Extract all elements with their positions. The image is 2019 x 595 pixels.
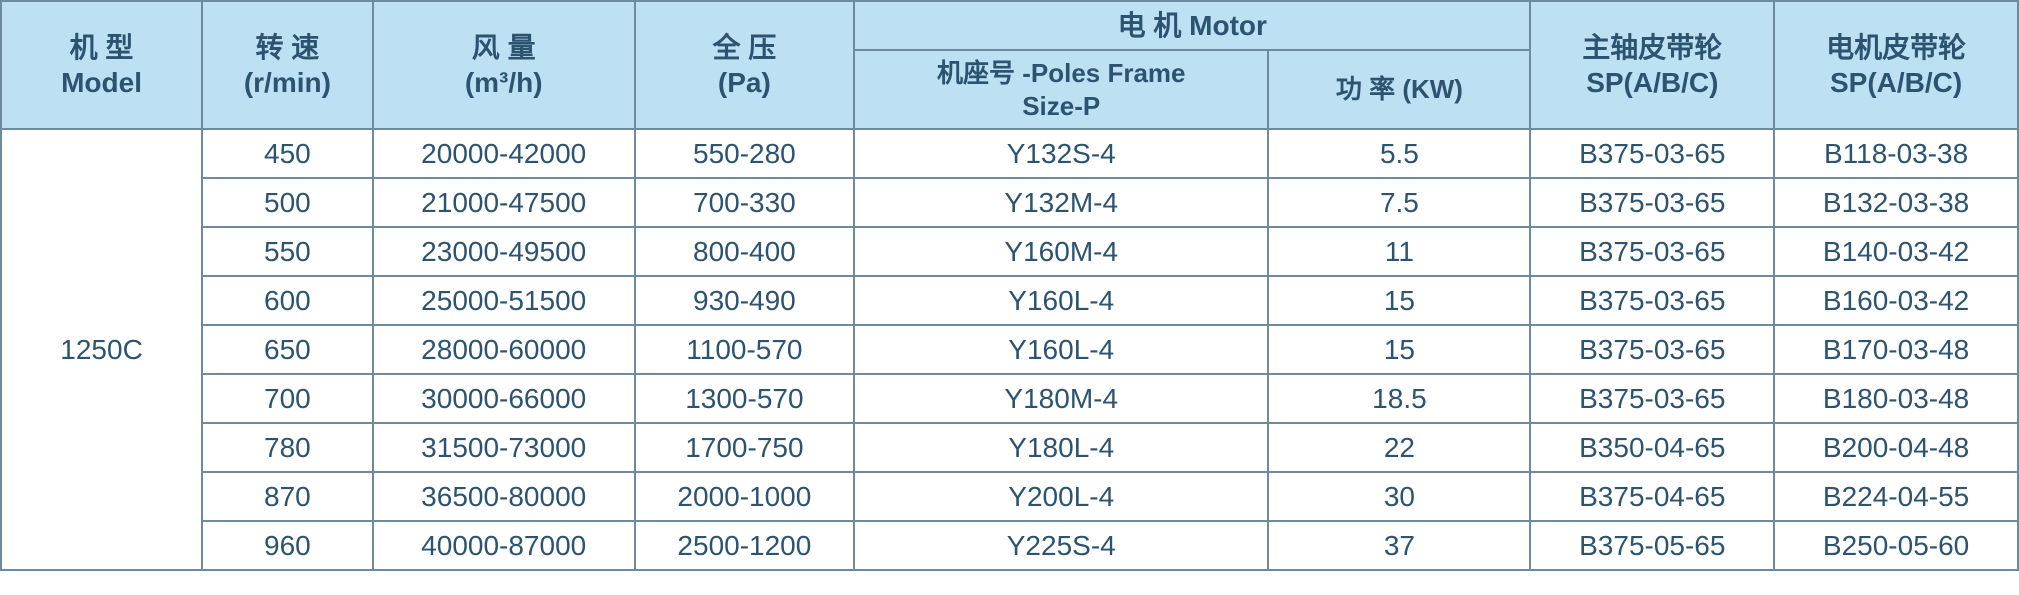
cell-sp-main: B375-03-65 <box>1530 129 1774 178</box>
cell-power: 7.5 <box>1268 178 1530 227</box>
table-row: 60025000-51500930-490Y160L-415B375-03-65… <box>1 276 2018 325</box>
hdr-speed-l1: 转 速 <box>255 32 319 63</box>
cell-sp-motor: B140-03-42 <box>1774 227 2018 276</box>
hdr-sp-motor-l1: 电机皮带轮 <box>1826 32 1966 63</box>
cell-speed: 780 <box>202 423 373 472</box>
hdr-model-l2: Model <box>61 67 142 98</box>
cell-speed: 700 <box>202 374 373 423</box>
cell-power: 5.5 <box>1268 129 1530 178</box>
cell-power: 15 <box>1268 276 1530 325</box>
cell-frame: Y160L-4 <box>854 276 1268 325</box>
table-row: 70030000-660001300-570Y180M-418.5B375-03… <box>1 374 2018 423</box>
hdr-air-l2: (m³/h) <box>465 67 543 98</box>
cell-air: 28000-60000 <box>373 325 635 374</box>
cell-model: 1250C <box>1 129 202 570</box>
cell-press: 800-400 <box>635 227 854 276</box>
cell-press: 2500-1200 <box>635 521 854 570</box>
cell-speed: 870 <box>202 472 373 521</box>
table-row: 78031500-730001700-750Y180L-422B350-04-6… <box>1 423 2018 472</box>
cell-air: 40000-87000 <box>373 521 635 570</box>
cell-air: 30000-66000 <box>373 374 635 423</box>
hdr-air: 风 量 (m³/h) <box>373 1 635 129</box>
cell-frame: Y180L-4 <box>854 423 1268 472</box>
hdr-sp-main-l1: 主轴皮带轮 <box>1582 32 1722 63</box>
hdr-sp-main-l2: SP(A/B/C) <box>1586 67 1718 98</box>
cell-frame: Y180M-4 <box>854 374 1268 423</box>
cell-air: 36500-80000 <box>373 472 635 521</box>
cell-sp-motor: B250-05-60 <box>1774 521 2018 570</box>
cell-air: 21000-47500 <box>373 178 635 227</box>
cell-sp-main: B375-05-65 <box>1530 521 1774 570</box>
cell-power: 11 <box>1268 227 1530 276</box>
hdr-speed-l2: (r/min) <box>244 67 331 98</box>
cell-power: 30 <box>1268 472 1530 521</box>
hdr-frame: 机座号 -Poles Frame Size-P <box>854 50 1268 129</box>
table-header: 机 型 Model 转 速 (r/min) 风 量 (m³/h) 全 压 (Pa… <box>1 1 2018 129</box>
hdr-sp-motor: 电机皮带轮 SP(A/B/C) <box>1774 1 2018 129</box>
hdr-model-l1: 机 型 <box>70 32 134 63</box>
cell-press: 550-280 <box>635 129 854 178</box>
cell-frame: Y160L-4 <box>854 325 1268 374</box>
table-row: 1250C45020000-42000550-280Y132S-45.5B375… <box>1 129 2018 178</box>
cell-sp-main: B375-03-65 <box>1530 374 1774 423</box>
cell-press: 2000-1000 <box>635 472 854 521</box>
cell-sp-main: B375-03-65 <box>1530 227 1774 276</box>
cell-speed: 500 <box>202 178 373 227</box>
cell-air: 25000-51500 <box>373 276 635 325</box>
cell-press: 700-330 <box>635 178 854 227</box>
cell-frame: Y132M-4 <box>854 178 1268 227</box>
hdr-frame-l2: Size-P <box>1022 91 1100 121</box>
table-body: 1250C45020000-42000550-280Y132S-45.5B375… <box>1 129 2018 570</box>
cell-sp-main: B375-03-65 <box>1530 276 1774 325</box>
cell-frame: Y160M-4 <box>854 227 1268 276</box>
cell-speed: 600 <box>202 276 373 325</box>
cell-sp-main: B375-03-65 <box>1530 325 1774 374</box>
cell-speed: 650 <box>202 325 373 374</box>
cell-sp-motor: B200-04-48 <box>1774 423 2018 472</box>
table-row: 87036500-800002000-1000Y200L-430B375-04-… <box>1 472 2018 521</box>
hdr-frame-l1: 机座号 -Poles Frame <box>937 58 1186 88</box>
hdr-sp-main: 主轴皮带轮 SP(A/B/C) <box>1530 1 1774 129</box>
cell-frame: Y200L-4 <box>854 472 1268 521</box>
cell-press: 930-490 <box>635 276 854 325</box>
cell-sp-motor: B132-03-38 <box>1774 178 2018 227</box>
hdr-sp-motor-l2: SP(A/B/C) <box>1830 67 1962 98</box>
hdr-press-l2: (Pa) <box>718 67 771 98</box>
cell-air: 20000-42000 <box>373 129 635 178</box>
hdr-press: 全 压 (Pa) <box>635 1 854 129</box>
cell-air: 31500-73000 <box>373 423 635 472</box>
table-row: 65028000-600001100-570Y160L-415B375-03-6… <box>1 325 2018 374</box>
cell-speed: 960 <box>202 521 373 570</box>
cell-sp-motor: B118-03-38 <box>1774 129 2018 178</box>
cell-air: 23000-49500 <box>373 227 635 276</box>
cell-press: 1100-570 <box>635 325 854 374</box>
table-row: 96040000-870002500-1200Y225S-437B375-05-… <box>1 521 2018 570</box>
cell-sp-motor: B160-03-42 <box>1774 276 2018 325</box>
hdr-power: 功 率 (KW) <box>1268 50 1530 129</box>
hdr-speed: 转 速 (r/min) <box>202 1 373 129</box>
cell-sp-main: B350-04-65 <box>1530 423 1774 472</box>
cell-speed: 450 <box>202 129 373 178</box>
cell-frame: Y132S-4 <box>854 129 1268 178</box>
cell-sp-main: B375-03-65 <box>1530 178 1774 227</box>
cell-sp-motor: B180-03-48 <box>1774 374 2018 423</box>
hdr-press-l1: 全 压 <box>712 32 776 63</box>
cell-frame: Y225S-4 <box>854 521 1268 570</box>
hdr-model: 机 型 Model <box>1 1 202 129</box>
cell-press: 1700-750 <box>635 423 854 472</box>
cell-power: 22 <box>1268 423 1530 472</box>
table-row: 50021000-47500700-330Y132M-47.5B375-03-6… <box>1 178 2018 227</box>
cell-press: 1300-570 <box>635 374 854 423</box>
hdr-motor-group: 电 机 Motor <box>854 1 1530 50</box>
cell-power: 15 <box>1268 325 1530 374</box>
cell-sp-main: B375-04-65 <box>1530 472 1774 521</box>
table-row: 55023000-49500800-400Y160M-411B375-03-65… <box>1 227 2018 276</box>
spec-table: 机 型 Model 转 速 (r/min) 风 量 (m³/h) 全 压 (Pa… <box>0 0 2019 571</box>
cell-power: 18.5 <box>1268 374 1530 423</box>
hdr-air-l1: 风 量 <box>472 32 536 63</box>
cell-sp-motor: B170-03-48 <box>1774 325 2018 374</box>
cell-sp-motor: B224-04-55 <box>1774 472 2018 521</box>
cell-speed: 550 <box>202 227 373 276</box>
cell-power: 37 <box>1268 521 1530 570</box>
